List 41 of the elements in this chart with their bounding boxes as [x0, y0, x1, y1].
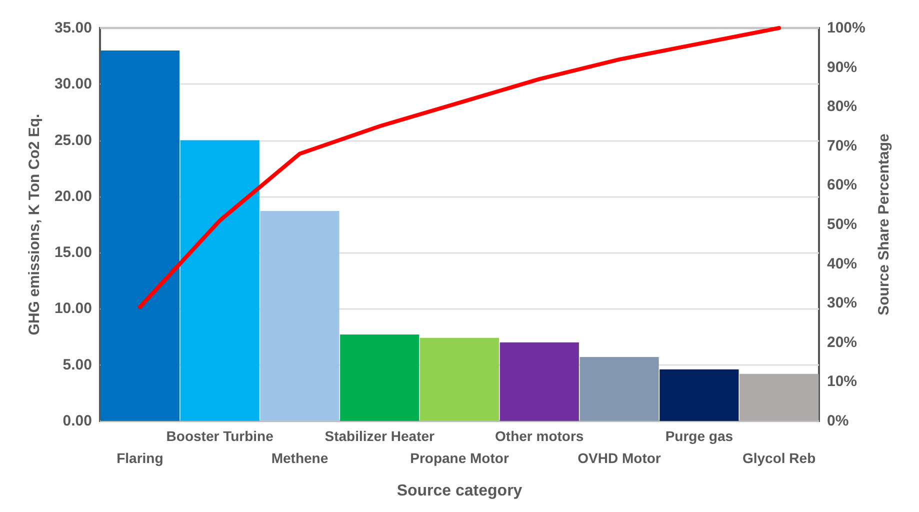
x-axis-title: Source category: [396, 482, 522, 500]
y2-tick-label: 0%: [827, 412, 849, 430]
bar: [340, 334, 420, 421]
y2-tick-label: 50%: [827, 216, 858, 233]
y-tick-label: 0.00: [62, 412, 92, 430]
x-tick-label: Stabilizer Heater: [324, 428, 436, 444]
x-tick-label: Methene: [271, 450, 328, 466]
bar: [660, 369, 739, 421]
y-tick-label: 35.00: [54, 20, 92, 36]
y-axis-title: GHG emissions, K Ton Co2 Eq.: [26, 114, 43, 336]
x-tick-label: OVHD Motor: [578, 450, 662, 466]
y2-tick-label: 10%: [827, 373, 858, 390]
y-tick-label: 5.00: [62, 356, 92, 374]
bar: [100, 50, 180, 421]
y2-tick-label: 30%: [827, 294, 858, 312]
bar: [580, 356, 659, 421]
x-tick-label: Flaring: [116, 450, 164, 466]
x-tick-label: Booster Turbine: [166, 428, 274, 444]
line-series: [138, 26, 782, 310]
bar: [420, 338, 500, 421]
y-tick-label: 30.00: [54, 76, 92, 93]
y2-tick-label: 40%: [827, 255, 858, 272]
y2-tick-label: 70%: [827, 137, 858, 154]
y-tick-label: 15.00: [54, 244, 92, 262]
y-tick-label: 20.00: [54, 188, 92, 205]
y2-tick-label: 20%: [827, 334, 858, 351]
x-tick-label: Propane Motor: [410, 450, 510, 466]
y2-tick-label: 100%: [827, 20, 866, 36]
bar: [500, 342, 579, 421]
y-tick-label: 25.00: [54, 132, 92, 149]
y2-tick-label: 90%: [827, 58, 858, 76]
y2-axis-title: Source Share Percentage: [875, 134, 892, 316]
y2-tick-label: 80%: [827, 98, 858, 116]
bar: [740, 374, 819, 421]
x-tick-label: Glycol Reb: [742, 450, 816, 466]
x-tick-label: Purge gas: [665, 428, 734, 444]
bar: [180, 140, 260, 421]
y2-tick-label: 60%: [827, 176, 858, 194]
bar: [260, 211, 340, 421]
x-tick-label: Other motors: [495, 428, 584, 444]
y-tick-label: 10.00: [54, 300, 92, 318]
